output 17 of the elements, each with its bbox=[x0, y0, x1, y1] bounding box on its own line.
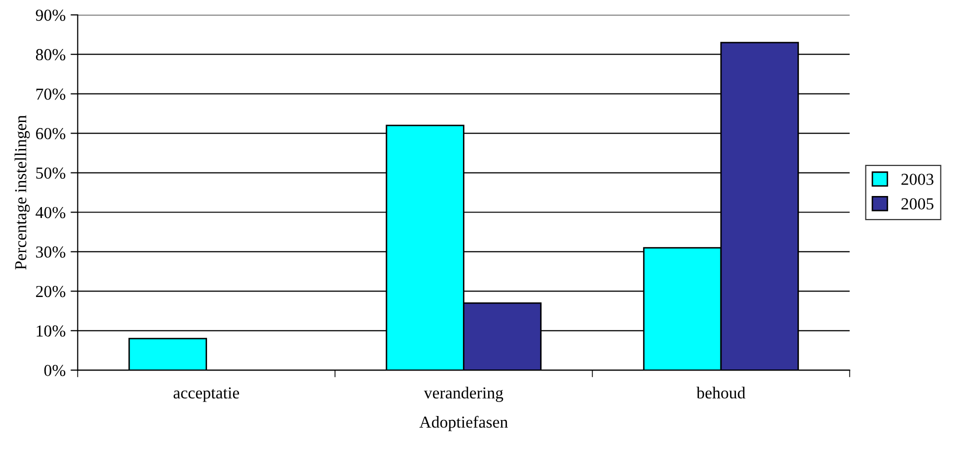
y-tick-label: 70% bbox=[36, 88, 66, 100]
y-tick-label: 10% bbox=[36, 325, 66, 337]
y-tick-label: 0% bbox=[44, 364, 66, 376]
x-tick-label: acceptatie bbox=[174, 387, 240, 402]
y-tick-label: 30% bbox=[36, 246, 66, 258]
x-tick-label: behoud bbox=[696, 386, 746, 399]
y-tick-label: 50% bbox=[36, 167, 66, 179]
y-axis-title: Percentage instellingen bbox=[14, 115, 30, 270]
y-tick-label: 20% bbox=[36, 286, 66, 298]
x-tick-label: verandering bbox=[424, 386, 504, 402]
y-tick-label: 90% bbox=[36, 10, 66, 21]
y-tick-label: 60% bbox=[36, 128, 66, 140]
legend-label: 2005 bbox=[901, 198, 934, 210]
y-tick-label: 80% bbox=[36, 49, 66, 60]
y-tick-label: 40% bbox=[36, 206, 66, 218]
legend-label: 2003 bbox=[901, 174, 934, 185]
x-axis-title: Adoptiefasen bbox=[419, 416, 508, 432]
